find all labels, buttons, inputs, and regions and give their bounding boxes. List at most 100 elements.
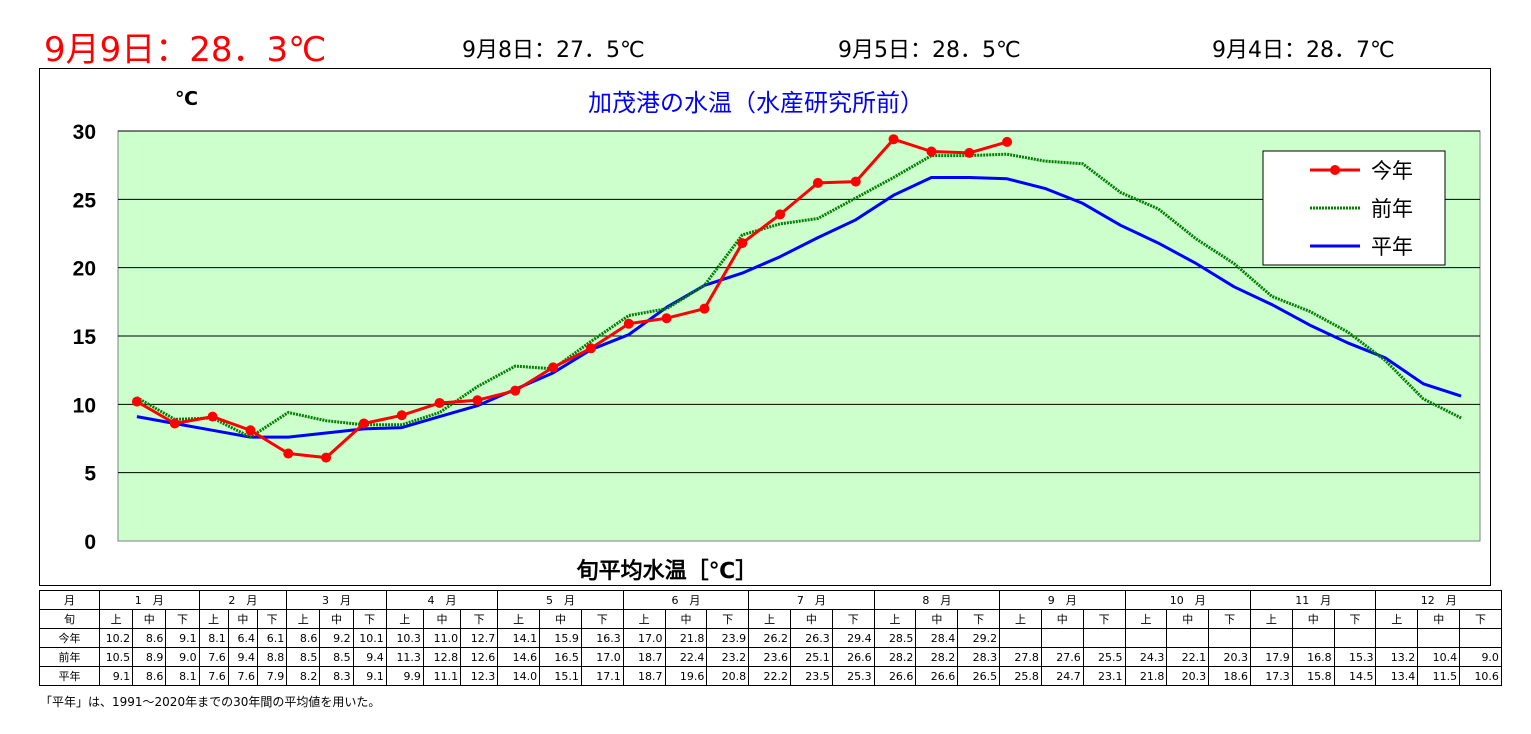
table-month-cell: 11 月 xyxy=(1249,590,1377,610)
data-point-this-year xyxy=(472,395,483,406)
data-point-this-year xyxy=(661,313,672,324)
table-month-cell: 2 月 xyxy=(198,590,288,610)
legend-marker-this-year xyxy=(1330,165,1340,175)
table-cell: 13.2 xyxy=(1375,647,1419,667)
table-period-cell: 下 xyxy=(256,609,288,629)
table-row-periods: 旬上中下上中下上中下上中下上中下上中下上中下上中下上中下上中下上中下上中下 xyxy=(39,609,1502,629)
series-line-last-year xyxy=(136,152,1462,439)
table-cell: 10.1 xyxy=(352,628,387,648)
data-point-this-year xyxy=(926,146,937,157)
table-cell: 8.6 xyxy=(132,666,167,686)
table-cell: 17.0 xyxy=(622,628,666,648)
table-cell: 8.1 xyxy=(198,628,229,648)
table-period-cell: 中 xyxy=(789,609,833,629)
table-period-cell: 下 xyxy=(1333,609,1377,629)
data-point-this-year xyxy=(358,418,369,429)
table-cell: 10.6 xyxy=(1459,666,1502,686)
legend-label-normal: 平年 xyxy=(1371,235,1413,259)
table-cell: 8.2 xyxy=(286,666,321,686)
table-cell: 9.1 xyxy=(98,666,134,686)
table-cell: 9.4 xyxy=(352,647,387,667)
table-cell xyxy=(1375,628,1419,648)
table-cell: 20.3 xyxy=(1166,666,1210,686)
table-period-cell: 下 xyxy=(1082,609,1126,629)
table-cell xyxy=(1040,628,1084,648)
table-cell: 9.1 xyxy=(165,628,200,648)
table-row: 平年 9.1 8.6 8.1 7.6 7.6 7.9 8.2 8.3 9.1 9.9 11.1 12.3… xyxy=(39,666,1502,686)
y-tick-label: 5 xyxy=(84,463,96,486)
table-cell: 27.8 xyxy=(999,647,1042,667)
table-cell: 20.3 xyxy=(1208,647,1251,667)
table-cell: 8.5 xyxy=(286,647,321,667)
table-cell: 14.5 xyxy=(1333,666,1377,686)
y-tick-label: 20 xyxy=(73,258,96,281)
table-cell: 21.8 xyxy=(664,628,708,648)
table-month-cell: 7 月 xyxy=(748,590,875,610)
table-period-cell: 中 xyxy=(664,609,708,629)
table-cell: 8.9 xyxy=(132,647,167,667)
y-axis-label: ℃ xyxy=(175,88,198,110)
table-cell: 24.3 xyxy=(1124,647,1168,667)
y-tick-label: 10 xyxy=(73,394,96,417)
table-period-cell: 下 xyxy=(352,609,387,629)
table-cell: 25.8 xyxy=(999,666,1042,686)
table-cell xyxy=(1333,628,1377,648)
table-cell: 18.7 xyxy=(622,647,666,667)
table-cell: 10.2 xyxy=(98,628,134,648)
table-row-label: 平年 xyxy=(39,666,100,686)
table-cell: 13.4 xyxy=(1375,666,1419,686)
table-header-month: 月 xyxy=(39,590,100,610)
table-row-label: 前年 xyxy=(39,647,100,667)
table-cell: 19.6 xyxy=(664,666,708,686)
table-cell xyxy=(1124,628,1168,648)
data-point-this-year xyxy=(850,176,861,187)
table-cell: 24.7 xyxy=(1040,666,1084,686)
data-point-this-year xyxy=(548,362,559,373)
table-cell: 8.3 xyxy=(319,666,354,686)
table-cell: 22.4 xyxy=(664,647,708,667)
table-cell xyxy=(1417,628,1461,648)
table-cell: 23.6 xyxy=(748,647,791,667)
table-cell: 15.9 xyxy=(539,628,582,648)
table-cell: 17.0 xyxy=(580,647,624,667)
table-period-cell: 中 xyxy=(1417,609,1461,629)
table-cell: 14.0 xyxy=(497,666,541,686)
chart-frame: 0 5 10 15 20 25 30 ℃ 加茂港の水温（水産研究所前） 旬平均水温［℃］ 今… xyxy=(39,68,1491,586)
table-period-cell: 中 xyxy=(319,609,354,629)
table-cell: 25.3 xyxy=(831,666,875,686)
chart-title: 加茂港の水温（水産研究所前） xyxy=(588,89,924,117)
table-period-cell: 上 xyxy=(622,609,666,629)
table-cell: 6.4 xyxy=(227,628,258,648)
data-point-this-year xyxy=(434,397,445,408)
table-period-cell: 中 xyxy=(422,609,462,629)
table-cell: 26.2 xyxy=(748,628,791,648)
table-period-cell: 上 xyxy=(748,609,791,629)
table-cell: 12.8 xyxy=(422,647,462,667)
water-temperature-chart: 0 5 10 15 20 25 30 ℃ 加茂港の水温（水産研究所前） 旬平均水温［℃］ 今… xyxy=(73,88,1481,584)
y-tick-label: 15 xyxy=(73,326,97,349)
table-period-cell: 中 xyxy=(915,609,959,629)
table-cell: 28.2 xyxy=(915,647,959,667)
table-cell: 12.7 xyxy=(460,628,499,648)
table-cell: 16.3 xyxy=(580,628,624,648)
table-cell: 26.5 xyxy=(957,666,1001,686)
table-period-cell: 上 xyxy=(1250,609,1293,629)
table-cell: 14.6 xyxy=(497,647,541,667)
table-cell: 14.1 xyxy=(497,628,541,648)
table-cell: 28.2 xyxy=(873,647,917,667)
table-period-cell: 上 xyxy=(873,609,917,629)
table-period-cell: 下 xyxy=(957,609,1001,629)
table-cell: 9.0 xyxy=(165,647,200,667)
table-month-cell: 3 月 xyxy=(286,590,387,610)
table-period-cell: 下 xyxy=(1208,609,1251,629)
table-cell: 17.3 xyxy=(1250,666,1293,686)
table-cell: 9.2 xyxy=(319,628,354,648)
table-cell: 9.4 xyxy=(227,647,258,667)
table-cell: 11.5 xyxy=(1417,666,1461,686)
table-cell: 16.8 xyxy=(1291,647,1335,667)
table-row-label: 今年 xyxy=(39,628,100,648)
x-axis-label: 旬平均水温［℃］ xyxy=(576,558,758,584)
table-month-cell: 6 月 xyxy=(622,590,750,610)
